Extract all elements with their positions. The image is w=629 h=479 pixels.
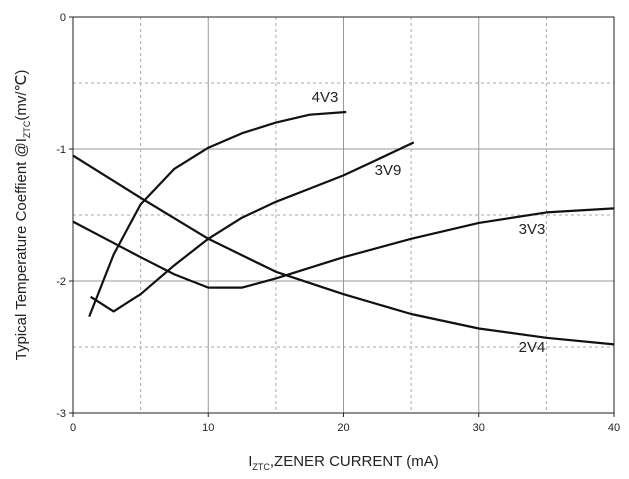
y-axis-label: Typical Temperature Coeffient @IZTC(mv/℃… — [13, 70, 32, 361]
series-line — [72, 207, 615, 289]
x-axis-label-part: I — [248, 453, 252, 470]
y-tick-label: -3 — [56, 408, 66, 420]
series-label: 2V4 — [519, 339, 546, 356]
y-tick-label: -2 — [56, 276, 66, 288]
y-axis-label-part: (mv/℃) — [13, 70, 30, 121]
series-label: 4V3 — [312, 89, 339, 106]
x-axis-label-part: ZTC — [252, 462, 270, 472]
y-tick-label: -1 — [56, 144, 66, 156]
x-axis-label: IZTC,ZENER CURRENT (mA) — [248, 453, 439, 472]
y-axis-label-part: Typical Temperature Coeffient @I — [13, 138, 30, 360]
series-line — [72, 154, 615, 346]
x-axis-label-part: ,ZENER CURRENT (mA) — [270, 453, 439, 470]
plot-frame — [72, 16, 615, 414]
x-tick-label: 20 — [337, 422, 349, 434]
y-axis-label-part: ZTC — [22, 120, 32, 138]
series-label: 3V3 — [519, 221, 546, 238]
x-tick-label: 10 — [202, 422, 214, 434]
series-line — [90, 141, 415, 313]
x-tick-label: 40 — [608, 422, 620, 434]
y-tick-label: 0 — [60, 12, 66, 24]
series-line — [88, 110, 347, 318]
x-tick-label: 0 — [70, 422, 76, 434]
x-tick-label: 30 — [473, 422, 485, 434]
series-label: 3V9 — [375, 162, 402, 179]
